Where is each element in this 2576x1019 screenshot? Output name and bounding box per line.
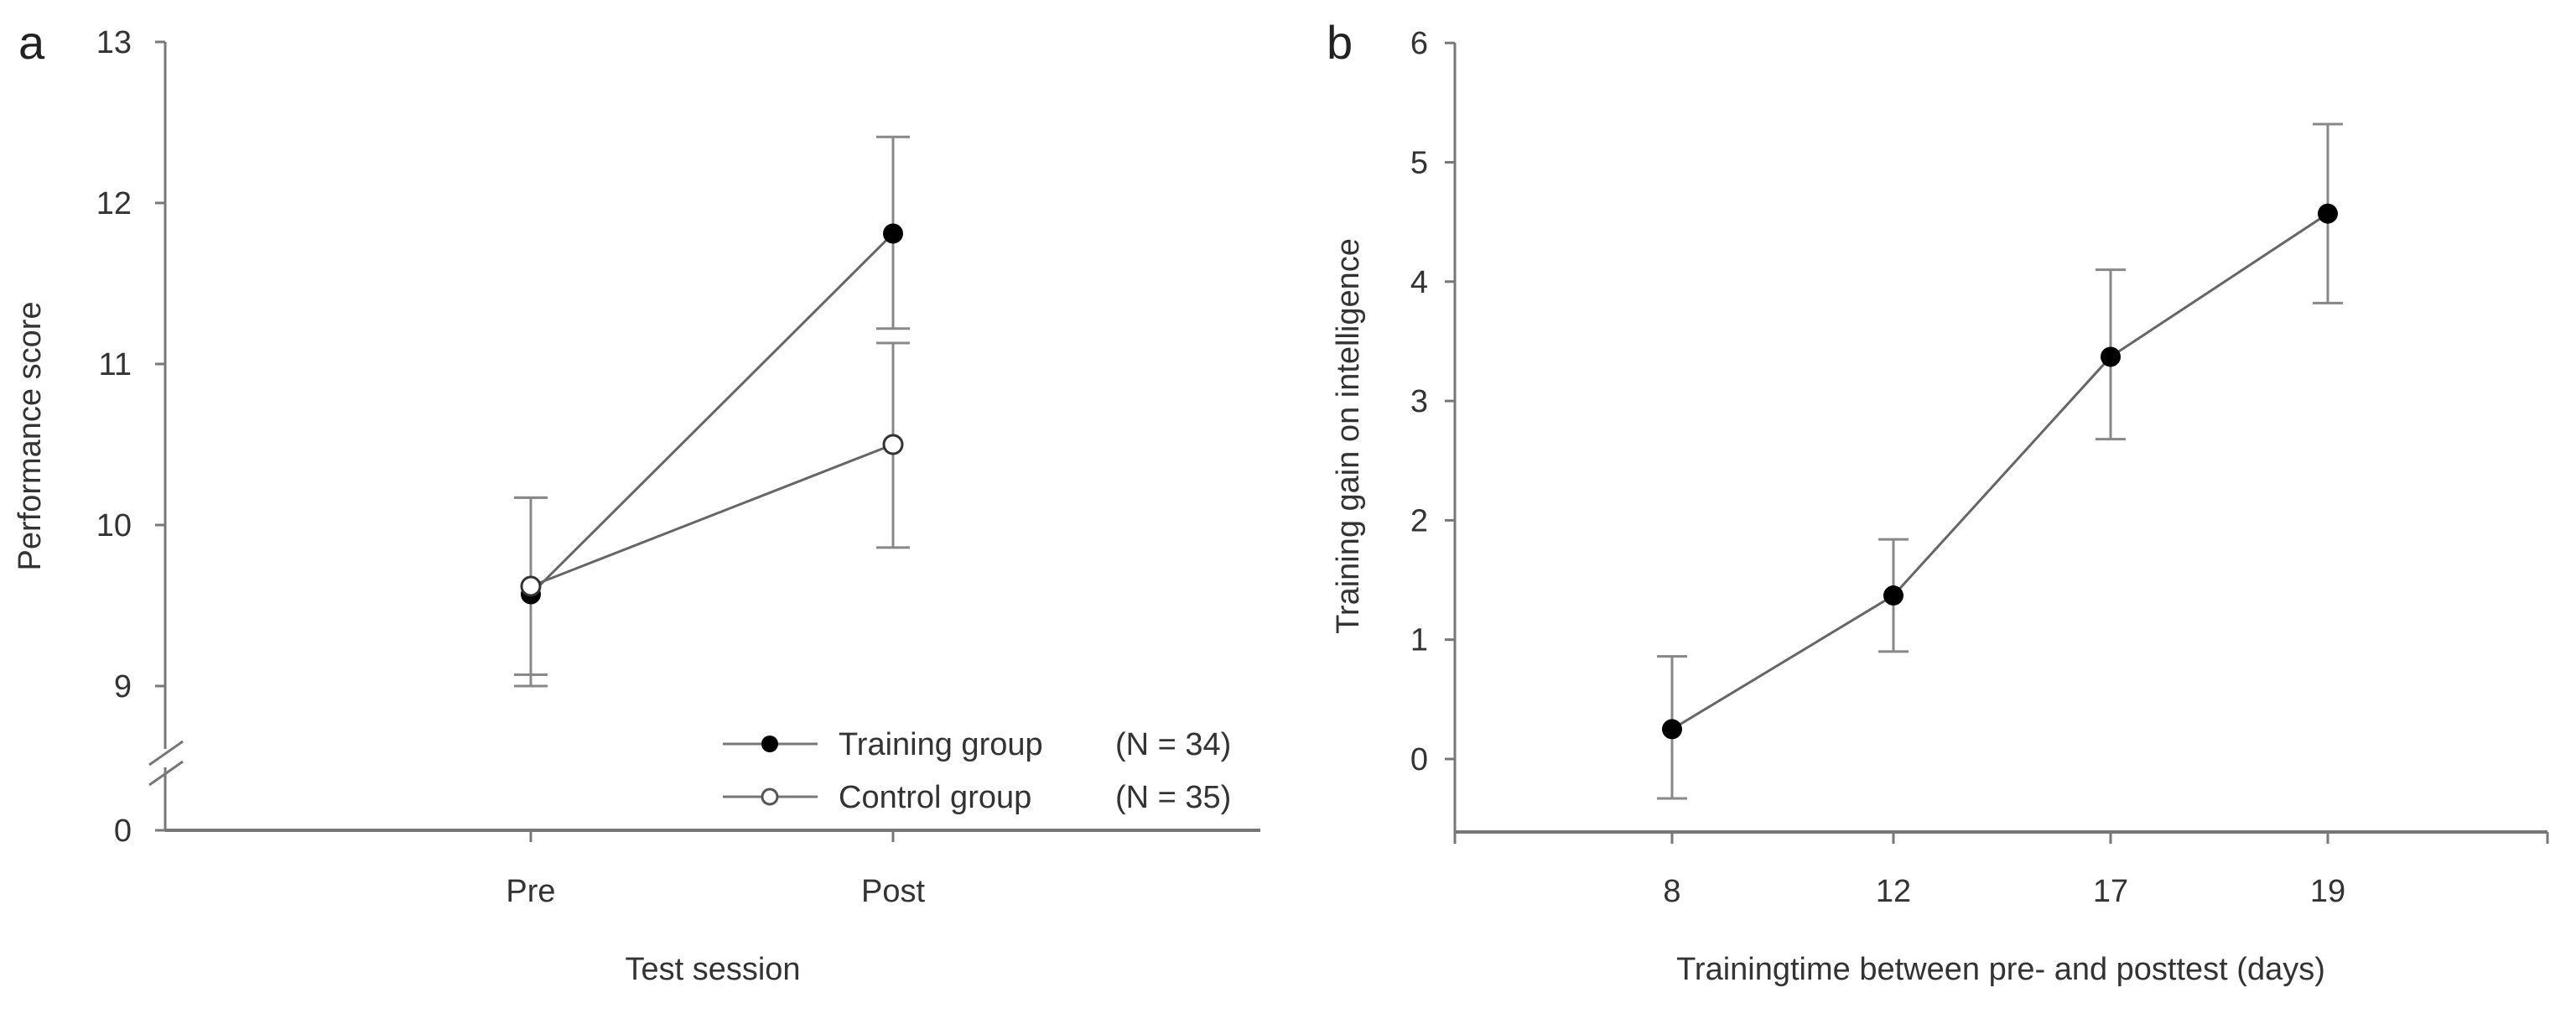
series-line (530, 443, 894, 588)
panel-a-y-axis-title: Performance score (13, 301, 48, 570)
y-tick-label: 2 (1410, 503, 1428, 538)
axis-break-mark (148, 740, 184, 767)
y-tick-label: 6 (1410, 26, 1428, 61)
y-tick-label: 10 (96, 508, 132, 543)
panel-b-y-ticks: 0 1 2 3 4 5 6 (1410, 26, 1455, 777)
data-point (2101, 346, 2121, 367)
panel-a-letter: a (18, 16, 45, 69)
panel-b-x-axis-title: Trainingtime between pre- and posttest (… (1676, 952, 2325, 987)
data-point (1883, 585, 1903, 606)
legend-label-control: Control group (839, 780, 1031, 815)
series-line (1671, 212, 2329, 730)
x-tick-label: Pre (506, 874, 555, 909)
y-tick-label: 11 (99, 347, 132, 382)
filled-circle-icon (761, 736, 778, 752)
x-tick-label: 19 (2310, 874, 2345, 909)
data-point (2318, 203, 2338, 224)
legend-n-training: (N = 34) (1115, 727, 1231, 762)
y-tick-label: 9 (114, 669, 132, 704)
data-point (882, 434, 904, 455)
legend-label-training: Training group (839, 727, 1043, 762)
data-point (883, 223, 903, 244)
y-tick-label: 0 (1410, 742, 1428, 777)
axis-break-mark (148, 760, 184, 787)
panel-a-x-ticks: Pre Post (506, 830, 925, 909)
x-tick-label: 12 (1876, 874, 1911, 909)
panel-a-series (514, 135, 910, 688)
series-line (529, 232, 895, 595)
y-tick-label: 5 (1410, 146, 1428, 181)
legend-item-control: Control group (N = 35) (723, 780, 1231, 815)
y-tick-label: 4 (1410, 265, 1428, 300)
data-point (520, 575, 542, 597)
panel-b-letter: b (1327, 16, 1353, 69)
legend: Training group (N = 34) Control group (N… (723, 727, 1231, 815)
legend-item-training: Training group (N = 34) (723, 727, 1231, 762)
panel-b-axes (1453, 43, 2549, 844)
y-tick-label: 12 (96, 186, 132, 221)
x-tick-label: Post (861, 874, 925, 909)
x-tick-label: 8 (1663, 874, 1680, 909)
panel-a-y-ticks: 0 9 10 11 12 13 (96, 25, 165, 849)
data-point (1662, 719, 1682, 740)
open-circle-icon (761, 788, 779, 806)
panel-a-performance-chart: a 0 9 10 11 12 13 Pre Post Performance score T… (13, 16, 1260, 987)
panel-a-axes (148, 42, 1260, 832)
y-tick-label: 13 (96, 25, 132, 60)
y-tick-label: 3 (1410, 384, 1428, 419)
legend-n-control: (N = 35) (1115, 780, 1231, 815)
y-tick-label: 0 (114, 814, 132, 849)
panel-b-series (1657, 122, 2343, 800)
y-tick-label: 1 (1410, 623, 1428, 658)
panel-b-y-axis-title: Training gain on intelligence (1331, 238, 1366, 634)
x-tick-label: 17 (2093, 874, 2128, 909)
panel-b-x-ticks: 8 12 17 19 (1663, 832, 2345, 909)
panel-a-x-axis-title: Test session (625, 952, 800, 987)
